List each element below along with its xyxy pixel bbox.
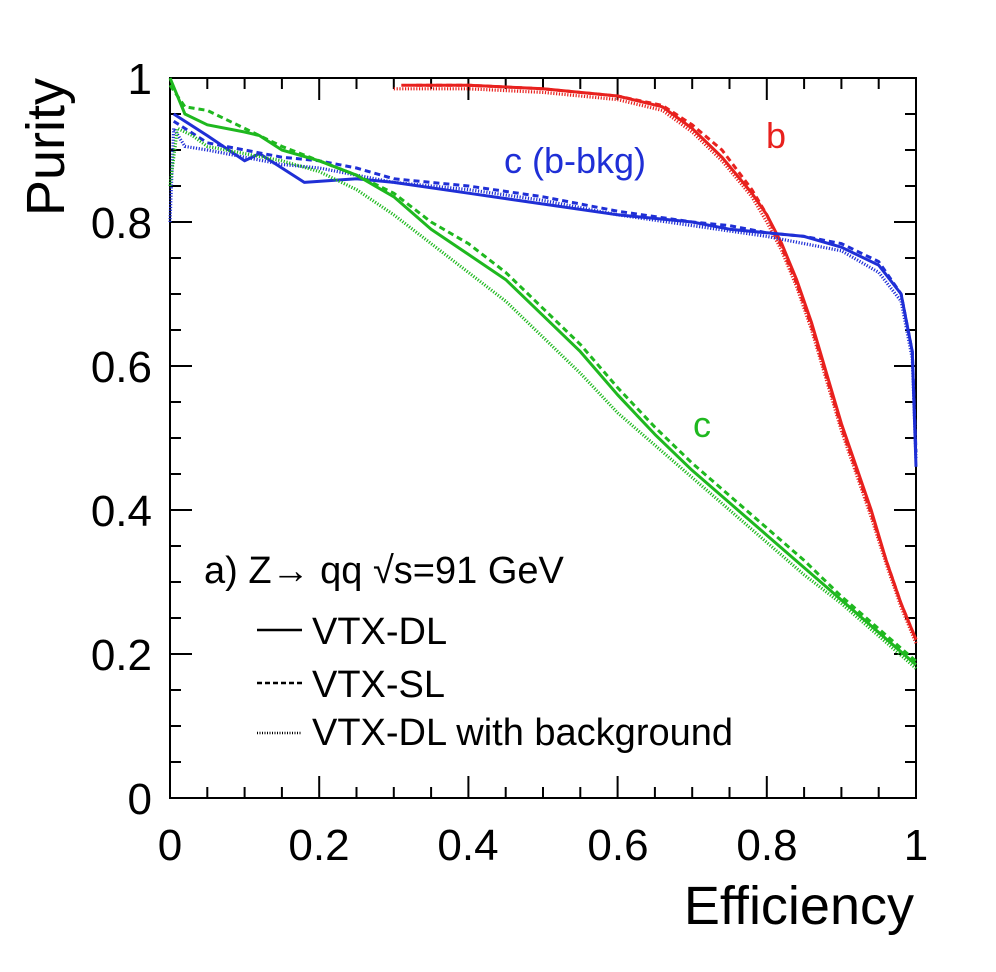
x-axis-title: Efficiency: [684, 876, 914, 936]
legend-header: a) Z→ qq √s=91 GeV: [204, 550, 565, 592]
series-line-c-dashed: [168, 84, 917, 663]
series-line-c-b-bkg-dashed: [172, 119, 918, 453]
axis-ticks: [169, 77, 917, 799]
series-line-c-dotted: [168, 126, 918, 670]
y-axis-title: Purity: [16, 78, 76, 216]
y-tick-label: 0: [128, 775, 152, 824]
y-tick-label: 0.6: [91, 343, 152, 392]
curve-label-c-bbkg: c (b-bkg): [504, 140, 646, 181]
series-line-c-b-bkg-solid: [172, 112, 918, 467]
x-tick-label: 0: [158, 821, 182, 870]
legend-entry-label: VTX-SL: [312, 664, 445, 706]
plot-frame: [169, 77, 917, 799]
x-tick-label: 1: [904, 821, 928, 870]
y-tick-label: 0.8: [91, 199, 152, 248]
y-tick-label: 1: [128, 55, 152, 104]
x-tick-label: 0.8: [736, 821, 797, 870]
legend-entry-label: VTX-DL with background: [312, 712, 733, 754]
legend-entry-label: VTX-DL: [312, 611, 447, 653]
series-layer: [168, 77, 918, 670]
series-line-b-dashed: [416, 83, 918, 641]
curve-label-b: b: [766, 115, 786, 156]
y-tick-label: 0.4: [91, 487, 152, 536]
x-tick-label: 0.2: [288, 821, 349, 870]
series-line-b-dotted: [393, 87, 918, 644]
x-tick-label: 0.6: [587, 821, 648, 870]
curve-label-c: c: [693, 404, 711, 445]
legend: a) Z→ qq √s=91 GeV VTX-DL VTX-SL VTX-DL …: [204, 550, 733, 754]
y-tick-label: 0.2: [91, 631, 152, 680]
x-tick-label: 0.4: [437, 821, 498, 870]
series-line-c-b-bkg-dotted: [168, 126, 918, 460]
